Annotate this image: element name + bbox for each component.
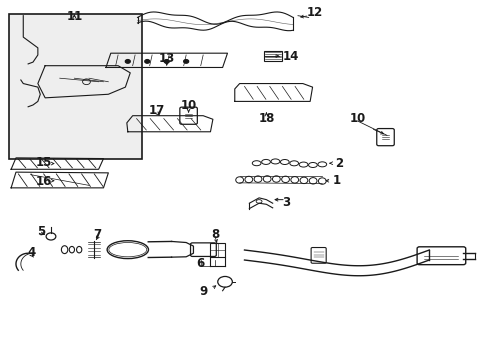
Bar xyxy=(210,243,224,257)
Text: 7: 7 xyxy=(93,228,102,241)
Text: 18: 18 xyxy=(258,112,274,125)
Text: 12: 12 xyxy=(306,6,323,19)
Text: 5: 5 xyxy=(37,225,45,238)
Circle shape xyxy=(144,60,149,63)
Text: 15: 15 xyxy=(36,156,52,169)
Text: 2: 2 xyxy=(335,157,343,170)
Text: 3: 3 xyxy=(281,195,289,209)
Text: 10: 10 xyxy=(349,112,365,125)
Circle shape xyxy=(164,60,169,63)
Text: 13: 13 xyxy=(158,52,175,65)
Text: 1: 1 xyxy=(332,174,340,187)
Text: 6: 6 xyxy=(196,257,204,270)
Text: 10: 10 xyxy=(180,99,196,112)
Circle shape xyxy=(125,60,130,63)
Text: 4: 4 xyxy=(27,246,36,259)
Bar xyxy=(264,51,282,61)
Text: 17: 17 xyxy=(148,104,165,117)
Text: 8: 8 xyxy=(211,228,219,241)
Bar xyxy=(9,14,142,158)
Text: 11: 11 xyxy=(66,10,82,23)
Text: 9: 9 xyxy=(199,285,207,298)
Text: 14: 14 xyxy=(282,50,298,63)
Text: 16: 16 xyxy=(36,175,52,188)
Circle shape xyxy=(183,60,188,63)
